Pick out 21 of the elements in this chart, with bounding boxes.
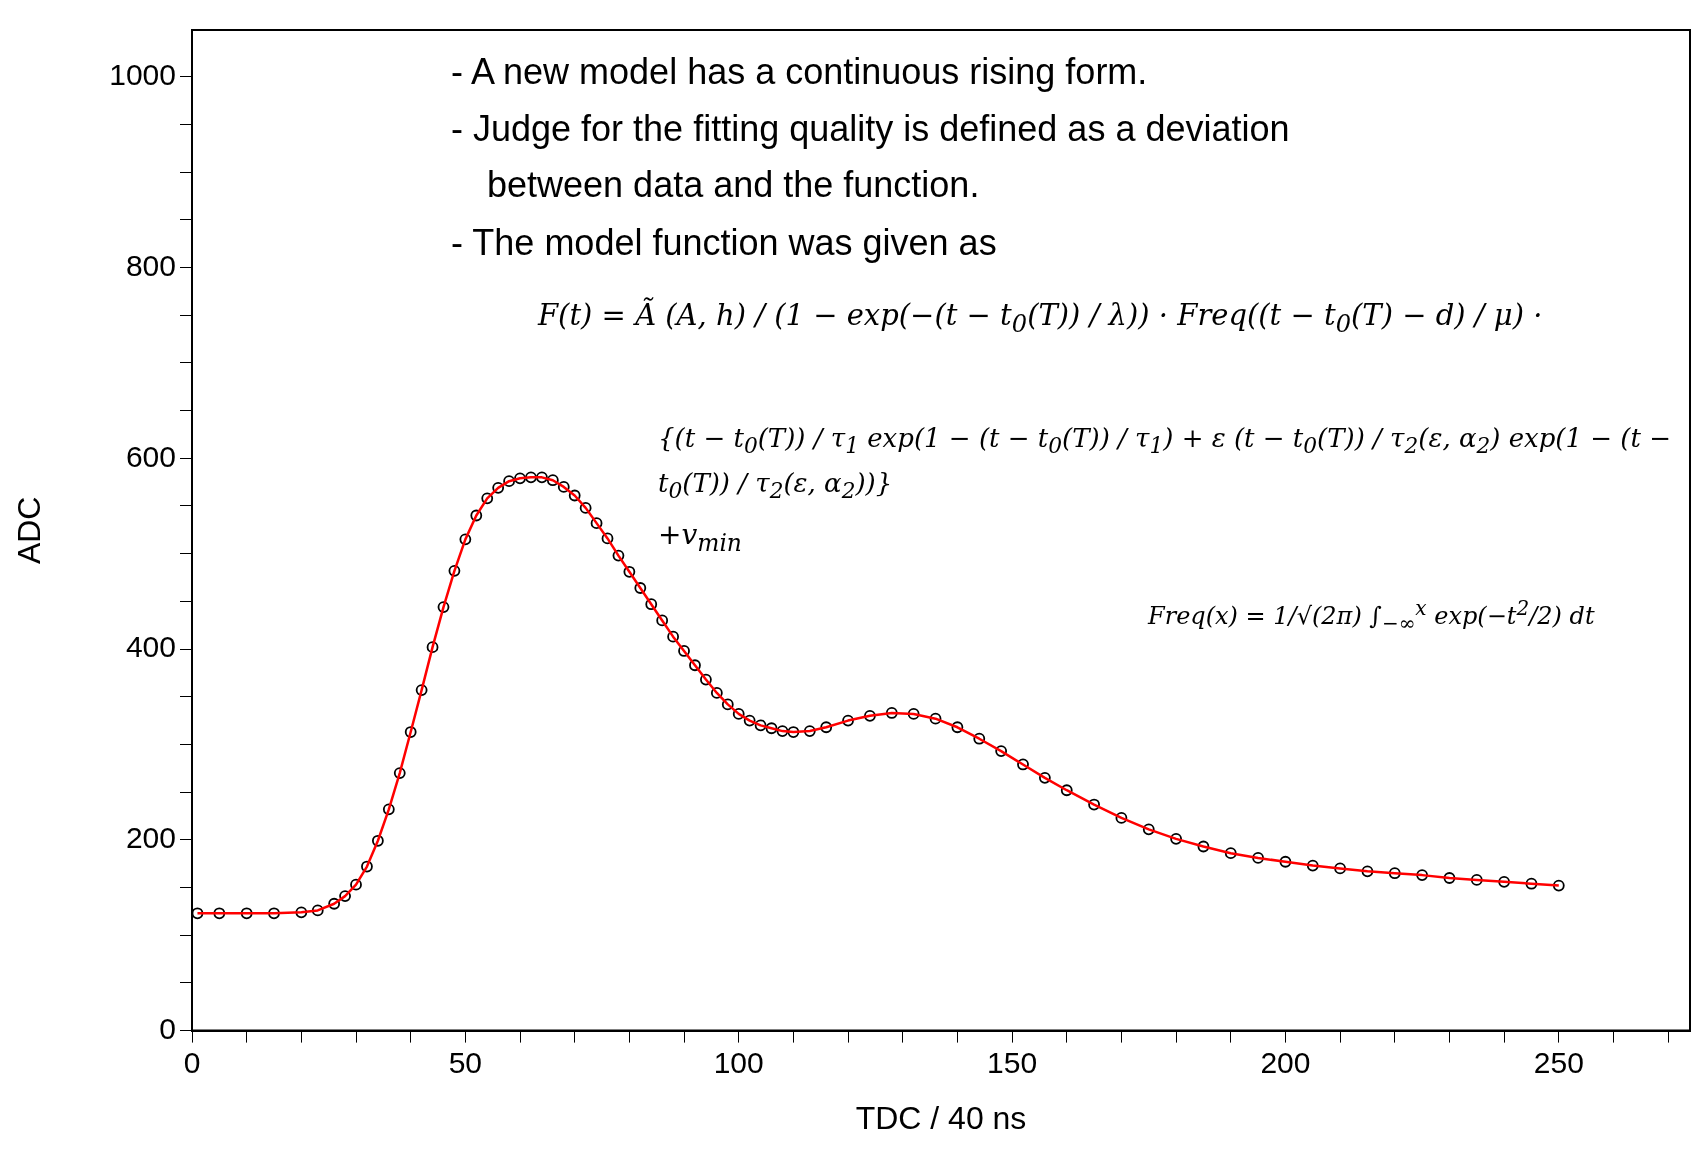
y-axis-title: ADC: [11, 496, 48, 565]
annotation: Freq(x) = 1/√(2π) ∫$_{−∞}$$^{x}$ exp(−t$^{2}$/2) dt: [1148, 595, 1596, 637]
annotation: F(t) = Ã (A, h) / (1 − exp(−(t − t$_{0}$(T)) / λ)) · Freq((t − t$_{0}$(T) − d) / μ) ·: [538, 296, 1544, 340]
x-tick-label: 0: [183, 1045, 201, 1079]
y-tick-label: 400: [125, 630, 176, 664]
x-tick-label: 150: [987, 1045, 1038, 1079]
annotation: - Judge for the fitting quality is defined as a deviation between data and the function.: [451, 107, 1291, 207]
y-tick-label: 200: [125, 821, 176, 855]
x-tick-label: 50: [448, 1045, 483, 1079]
annotation: - A new model has a continuous rising form.: [451, 50, 1149, 94]
y-tick-label: 600: [125, 439, 176, 473]
x-axis-title: TDC / 40 ns: [855, 1099, 1027, 1136]
annotation: - The model function was given as: [451, 221, 998, 265]
x-tick-label: 100: [713, 1045, 764, 1079]
annotation: +v$_{min}$: [658, 517, 743, 559]
y-tick-label: 1000: [109, 58, 176, 91]
x-tick-label: 250: [1533, 1045, 1584, 1079]
x-tick-label: 200: [1260, 1045, 1311, 1079]
text: {(t − t$_{0}$(T)) / τ$_{1}$ exp(1 − (t − t$_{0}$(T)) / τ$_{1}$) + ε (t − t$_{0}$(T)) / τ$_{2}$(ε, α$_{2}$) exp(1 − (t − t$_{0}$(T)) / τ$_{2}$(ε, α$_{2}$))}: [658, 423, 1672, 503]
y-tick-label: 800: [125, 248, 176, 282]
y-tick-label: 0: [159, 1011, 176, 1045]
